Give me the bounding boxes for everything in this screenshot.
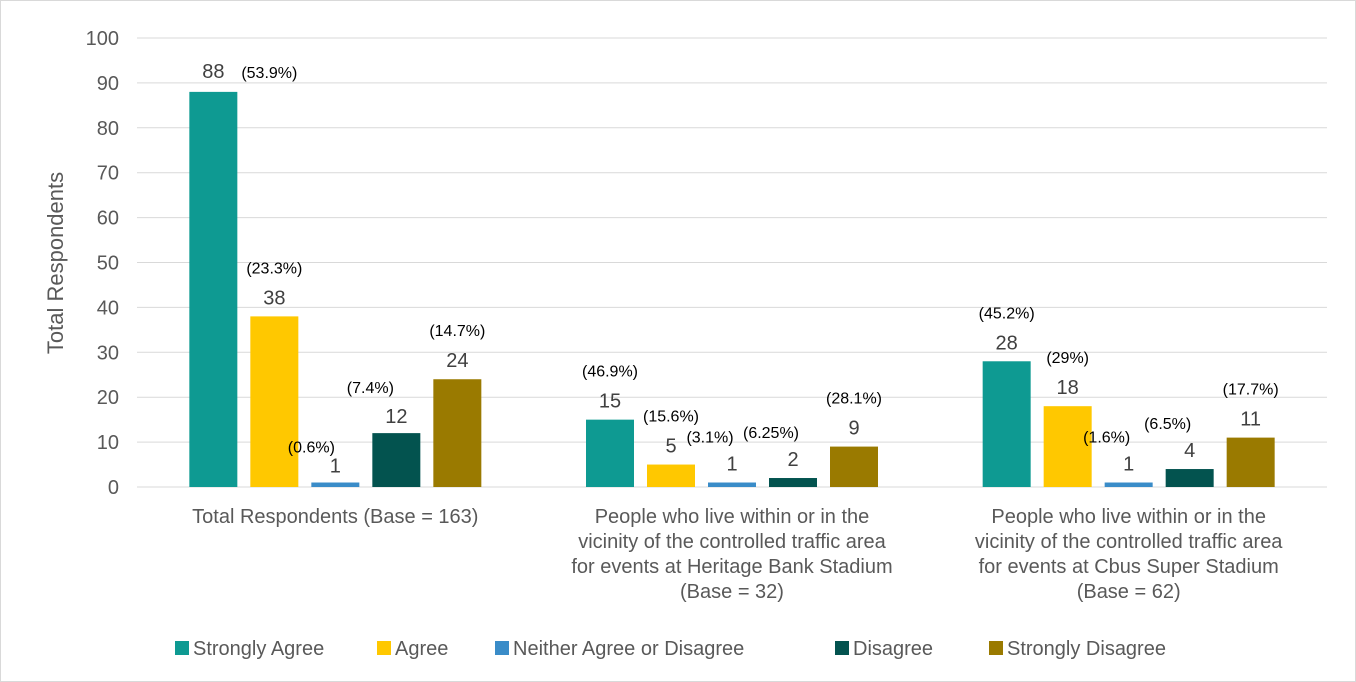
legend-label: Neither Agree or Disagree — [513, 638, 744, 660]
y-tick-label: 100 — [86, 28, 119, 50]
bar — [250, 316, 299, 487]
percent-label: (29%) — [1046, 350, 1089, 367]
value-label: 1 — [1123, 454, 1134, 476]
value-label: 28 — [996, 332, 1018, 354]
value-labels: 88 (53.9%)38(23.3%)1(0.6%)12(7.4%)24(14.7… — [202, 61, 1278, 478]
category-label: People who live within or in the vicinity… — [975, 506, 1283, 603]
legend-label: Disagree — [853, 638, 933, 660]
percent-label: (23.3%) — [246, 260, 302, 277]
y-tick-label: 90 — [97, 73, 119, 95]
y-tick-label: 0 — [108, 477, 119, 499]
percent-label: (6.5%) — [1144, 416, 1191, 433]
percent-label: (0.6%) — [288, 440, 335, 457]
bar — [708, 482, 756, 487]
value-label: 9 — [848, 418, 859, 440]
percent-label: (28.1%) — [826, 391, 882, 408]
value-label: 2 — [787, 449, 798, 471]
value-label: 1 — [330, 456, 341, 478]
value-label: 88 — [202, 61, 224, 83]
percent-label: (53.9%) — [241, 65, 297, 82]
percent-label: (45.2%) — [979, 305, 1035, 322]
percent-label: (46.9%) — [582, 364, 638, 381]
bar — [982, 361, 1031, 487]
y-axis-ticks: 0 10 20 30 40 50 60 70 80 90 100 — [86, 28, 119, 499]
category-label: People who live within or in the vicinity… — [571, 506, 892, 603]
percent-label: (1.6%) — [1083, 430, 1130, 447]
y-tick-label: 10 — [97, 432, 119, 454]
bar — [586, 419, 634, 487]
value-label: 5 — [665, 436, 676, 458]
value-label: 1 — [726, 454, 737, 476]
bar — [647, 464, 695, 487]
legend-label: Strongly Agree — [193, 638, 324, 660]
category-label: Total Respondents (Base = 163) — [192, 506, 478, 528]
y-tick-label: 20 — [97, 387, 119, 409]
legend-label: Agree — [395, 638, 448, 660]
bar-series — [189, 91, 1275, 487]
x-axis-categories: Total Respondents (Base = 163) People who… — [192, 506, 1283, 603]
bar — [372, 433, 421, 487]
percent-label: (7.4%) — [347, 380, 394, 397]
legend-swatch — [175, 641, 189, 655]
bar — [1104, 482, 1153, 487]
legend-label: Strongly Disagree — [1007, 638, 1166, 660]
value-label: 4 — [1184, 440, 1195, 462]
bar — [311, 482, 360, 487]
value-label: 11 — [1240, 409, 1261, 431]
percent-label: (6.25%) — [743, 425, 799, 442]
y-tick-label: 60 — [97, 208, 119, 230]
percent-label: (3.1%) — [686, 430, 733, 447]
bar — [1043, 406, 1092, 487]
bar — [189, 91, 238, 487]
y-tick-label: 30 — [97, 342, 119, 364]
value-label: 12 — [385, 406, 407, 428]
y-axis-label: Total Respondents — [43, 172, 68, 354]
legend-swatch — [989, 641, 1003, 655]
legend: Strongly Agree Agree Neither Agree or Disa… — [175, 638, 1166, 660]
y-tick-label: 40 — [97, 297, 119, 319]
legend-swatch — [377, 641, 391, 655]
bar — [830, 446, 878, 487]
legend-swatch — [835, 641, 849, 655]
bar — [1226, 437, 1275, 487]
y-tick-label: 70 — [97, 163, 119, 185]
value-label: 24 — [446, 350, 468, 372]
value-label: 18 — [1057, 377, 1079, 399]
y-tick-label: 50 — [97, 253, 119, 275]
y-tick-label: 80 — [97, 118, 119, 140]
bar — [1165, 469, 1214, 487]
percent-label: (14.7%) — [429, 323, 485, 340]
percent-label: (15.6%) — [643, 409, 699, 426]
bar — [433, 379, 482, 487]
percent-label: (17.7%) — [1223, 382, 1279, 399]
value-label: 38 — [263, 287, 285, 309]
legend-swatch — [495, 641, 509, 655]
bar — [769, 478, 817, 487]
value-label: 15 — [599, 391, 621, 413]
